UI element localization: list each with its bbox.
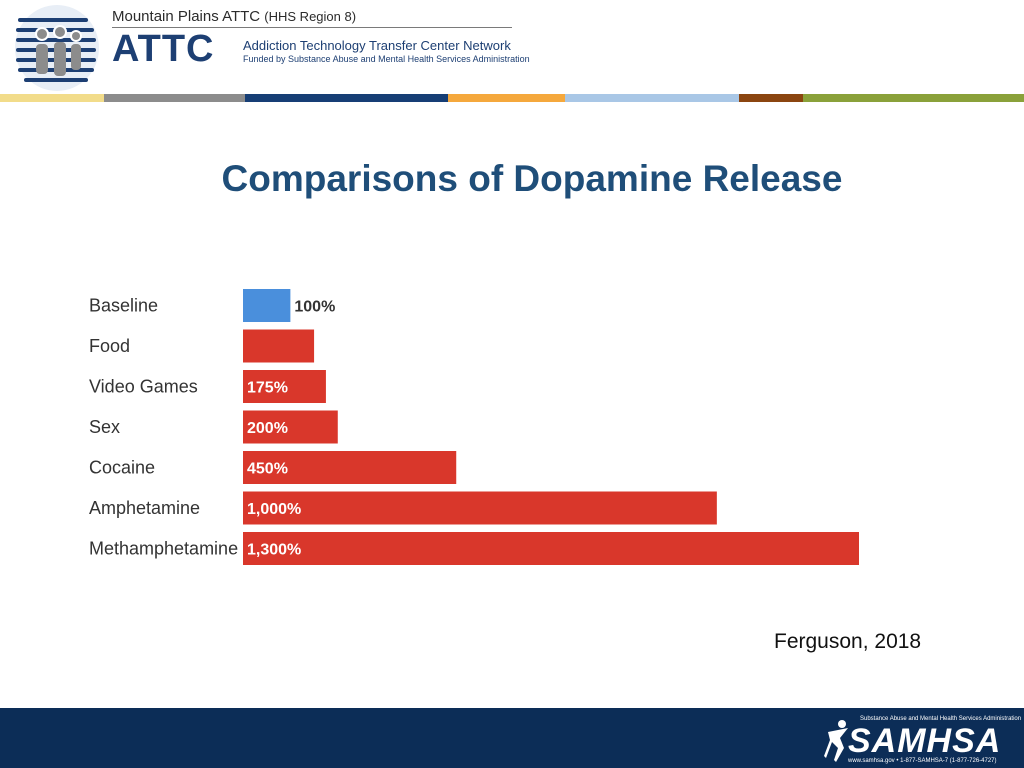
attc-wordmark: ATTC — [112, 28, 215, 70]
strip-segment — [739, 94, 803, 102]
bar — [243, 329, 315, 363]
strip-segment — [245, 94, 448, 102]
strip-segment — [803, 94, 1024, 102]
slide-title: Comparisons of Dopamine Release — [221, 158, 843, 199]
samhsa-contact: www.samhsa.gov • 1-877-SAMHSA-7 (1-877-7… — [848, 758, 997, 764]
citation: Ferguson, 2018 — [774, 630, 922, 653]
samhsa-figure-icon — [824, 720, 848, 762]
category-label: Amphetamine — [89, 498, 200, 518]
category-label: Food — [89, 336, 130, 356]
samhsa-wordmark: SAMHSA — [848, 722, 1002, 760]
network-name: Addiction Technology Transfer Center Net… — [243, 38, 511, 53]
category-label: Video Games — [89, 377, 198, 397]
footer-bar: Substance Abuse and Mental Health Servic… — [0, 708, 1024, 768]
value-label: 150% — [318, 339, 359, 356]
strip-segment — [0, 94, 104, 102]
category-label: Methamphetamine — [89, 539, 238, 559]
bar — [243, 532, 859, 565]
strip-segment — [104, 94, 245, 102]
value-label: 1,000% — [247, 501, 301, 518]
bar — [243, 410, 338, 444]
category-label: Cocaine — [89, 458, 155, 478]
value-label: 1,300% — [247, 542, 301, 559]
value-label: 200% — [247, 420, 288, 437]
category-label: Baseline — [89, 296, 158, 316]
strip-segment — [448, 94, 565, 102]
bar — [243, 491, 717, 525]
dopamine-bar-chart: Baseline 100% Food 150% Video Games 175% Sex 20… — [80, 280, 880, 580]
value-label: 100% — [294, 299, 335, 316]
funding-statement: Funded by Substance Abuse and Mental Hea… — [243, 54, 530, 64]
attc-logo-icon — [15, 5, 99, 91]
chart-canvas: Baseline 100% Food 150% Video Games 175% Sex 20… — [89, 289, 859, 565]
category-label: Sex — [89, 417, 120, 437]
header-color-strip — [0, 94, 1024, 102]
strip-segment — [565, 94, 739, 102]
org-region: (HHS Region 8) — [264, 9, 357, 24]
samhsa-full-name: Substance Abuse and Mental Health Servic… — [860, 716, 1022, 722]
value-label: 450% — [247, 461, 288, 478]
value-label: 175% — [247, 380, 288, 397]
bar — [243, 289, 291, 322]
header-divider — [112, 27, 512, 28]
org-name: Mountain Plains ATTC (HHS Region 8) — [112, 8, 357, 25]
bar — [243, 451, 457, 484]
bar — [243, 370, 326, 403]
